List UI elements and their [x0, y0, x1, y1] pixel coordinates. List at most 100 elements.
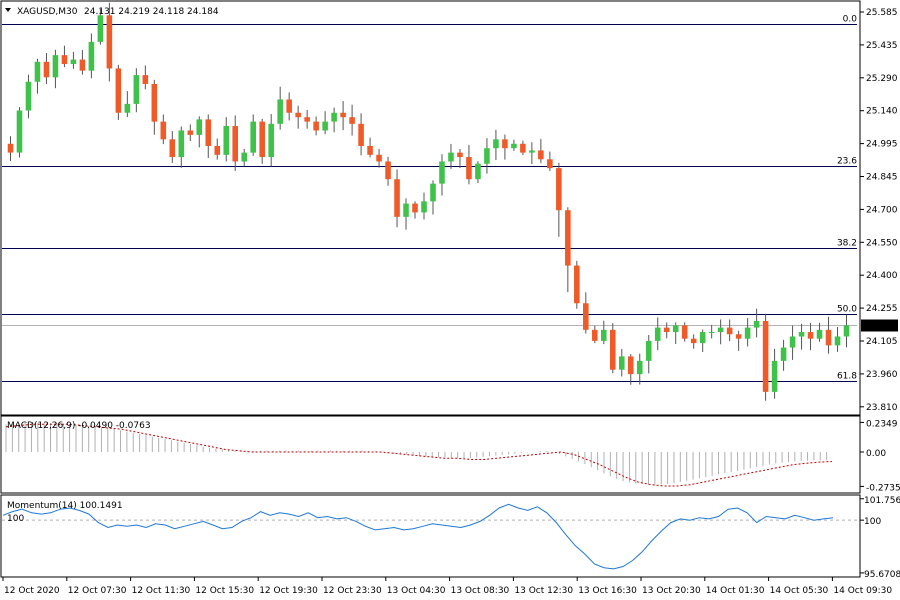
candle-body[interactable]: [627, 356, 634, 375]
candle-body[interactable]: [88, 41, 95, 71]
candle-body[interactable]: [753, 320, 760, 328]
candle-body[interactable]: [547, 159, 553, 169]
candle-body[interactable]: [214, 145, 221, 155]
momentum-y-axis: 101.7564 100 95.6708: [860, 496, 900, 580]
candle-body[interactable]: [259, 121, 265, 158]
candle-body[interactable]: [520, 143, 526, 153]
candle-body[interactable]: [232, 126, 239, 162]
candle-body[interactable]: [493, 139, 499, 149]
candle-body[interactable]: [645, 340, 652, 361]
candle-body[interactable]: [529, 150, 535, 153]
candle-body[interactable]: [367, 145, 373, 155]
candle-body[interactable]: [313, 121, 319, 131]
candle-body[interactable]: [421, 201, 427, 213]
candle-body[interactable]: [142, 75, 149, 84]
candle-body[interactable]: [241, 152, 248, 162]
candle-body[interactable]: [843, 325, 850, 337]
triangle-down-icon[interactable]: [5, 8, 11, 12]
candle-body[interactable]: [834, 336, 841, 346]
candle-body[interactable]: [70, 59, 77, 65]
candle-body[interactable]: [160, 121, 167, 140]
candle-body[interactable]: [376, 154, 382, 162]
candle-body[interactable]: [618, 356, 625, 370]
candle-body[interactable]: [97, 15, 104, 42]
candle-body[interactable]: [592, 329, 598, 341]
candle-body[interactable]: [690, 338, 697, 344]
candle-body[interactable]: [412, 203, 418, 213]
candle-body[interactable]: [511, 143, 517, 149]
candle-body[interactable]: [25, 81, 32, 111]
candle-body[interactable]: [223, 126, 230, 155]
candle-body[interactable]: [825, 329, 832, 346]
macd-signal-path: [5, 423, 833, 487]
candle-body[interactable]: [789, 336, 796, 348]
candle-body[interactable]: [663, 327, 670, 333]
candle-body[interactable]: [771, 360, 778, 392]
candle-body[interactable]: [798, 332, 805, 337]
candle-body[interactable]: [448, 152, 454, 162]
candle-body[interactable]: [331, 112, 337, 122]
candle-body[interactable]: [295, 112, 301, 118]
candle-body[interactable]: [807, 332, 814, 339]
candle-body[interactable]: [205, 119, 212, 146]
candle-body[interactable]: [717, 327, 724, 333]
candle-body[interactable]: [268, 123, 274, 158]
candle-body[interactable]: [304, 117, 310, 122]
candle-body[interactable]: [34, 61, 41, 82]
candle-body[interactable]: [681, 325, 688, 339]
candle-body[interactable]: [699, 332, 706, 344]
candle-body[interactable]: [565, 210, 571, 266]
candle-body[interactable]: [187, 130, 194, 135]
candle-body[interactable]: [583, 303, 589, 330]
candle-body[interactable]: [672, 325, 679, 333]
candle-body[interactable]: [277, 99, 283, 124]
candle-body[interactable]: [466, 157, 472, 180]
candle-body[interactable]: [52, 55, 59, 78]
candle-body[interactable]: [780, 347, 787, 361]
candle-body[interactable]: [538, 150, 544, 160]
candle-body[interactable]: [115, 68, 122, 113]
candle-body[interactable]: [439, 161, 445, 184]
candle-body[interactable]: [7, 143, 14, 153]
candle-body[interactable]: [385, 161, 391, 180]
candle-body[interactable]: [601, 329, 607, 341]
candle-body[interactable]: [151, 83, 158, 122]
candle-body[interactable]: [762, 320, 769, 392]
candle-body[interactable]: [609, 329, 616, 370]
candle-body[interactable]: [394, 179, 400, 217]
candle-body[interactable]: [358, 123, 364, 146]
candle-body[interactable]: [574, 265, 580, 304]
candle-body[interactable]: [349, 117, 355, 124]
candle-body[interactable]: [816, 329, 823, 339]
candle-body[interactable]: [403, 203, 409, 217]
candle-body[interactable]: [636, 360, 643, 375]
candle-body[interactable]: [196, 119, 203, 135]
candle-body[interactable]: [133, 75, 140, 104]
candle-body[interactable]: [286, 99, 292, 113]
candle-body[interactable]: [556, 168, 562, 211]
price-panel-frame: [0, 0, 861, 416]
candle-body[interactable]: [457, 152, 463, 158]
candle-body[interactable]: [430, 183, 436, 202]
candle-body[interactable]: [124, 103, 131, 113]
candle-body[interactable]: [735, 334, 742, 339]
candle-body[interactable]: [16, 110, 23, 153]
candle-body[interactable]: [43, 61, 50, 78]
candle-body[interactable]: [726, 327, 733, 335]
candle-body[interactable]: [502, 139, 508, 149]
candle-body[interactable]: [484, 148, 490, 164]
candle-body[interactable]: [250, 121, 256, 153]
candle-body[interactable]: [340, 112, 346, 118]
price-candles[interactable]: [7, 2, 850, 401]
candle-body[interactable]: [708, 332, 715, 334]
candle-body[interactable]: [178, 130, 185, 158]
candle-body[interactable]: [106, 15, 113, 69]
candle-body[interactable]: [322, 121, 328, 131]
candle-body[interactable]: [654, 327, 661, 341]
candle-body[interactable]: [169, 139, 176, 158]
candle-body[interactable]: [61, 55, 68, 65]
candle-body[interactable]: [79, 59, 86, 71]
candle-body[interactable]: [744, 327, 751, 339]
candle-body[interactable]: [475, 163, 481, 180]
